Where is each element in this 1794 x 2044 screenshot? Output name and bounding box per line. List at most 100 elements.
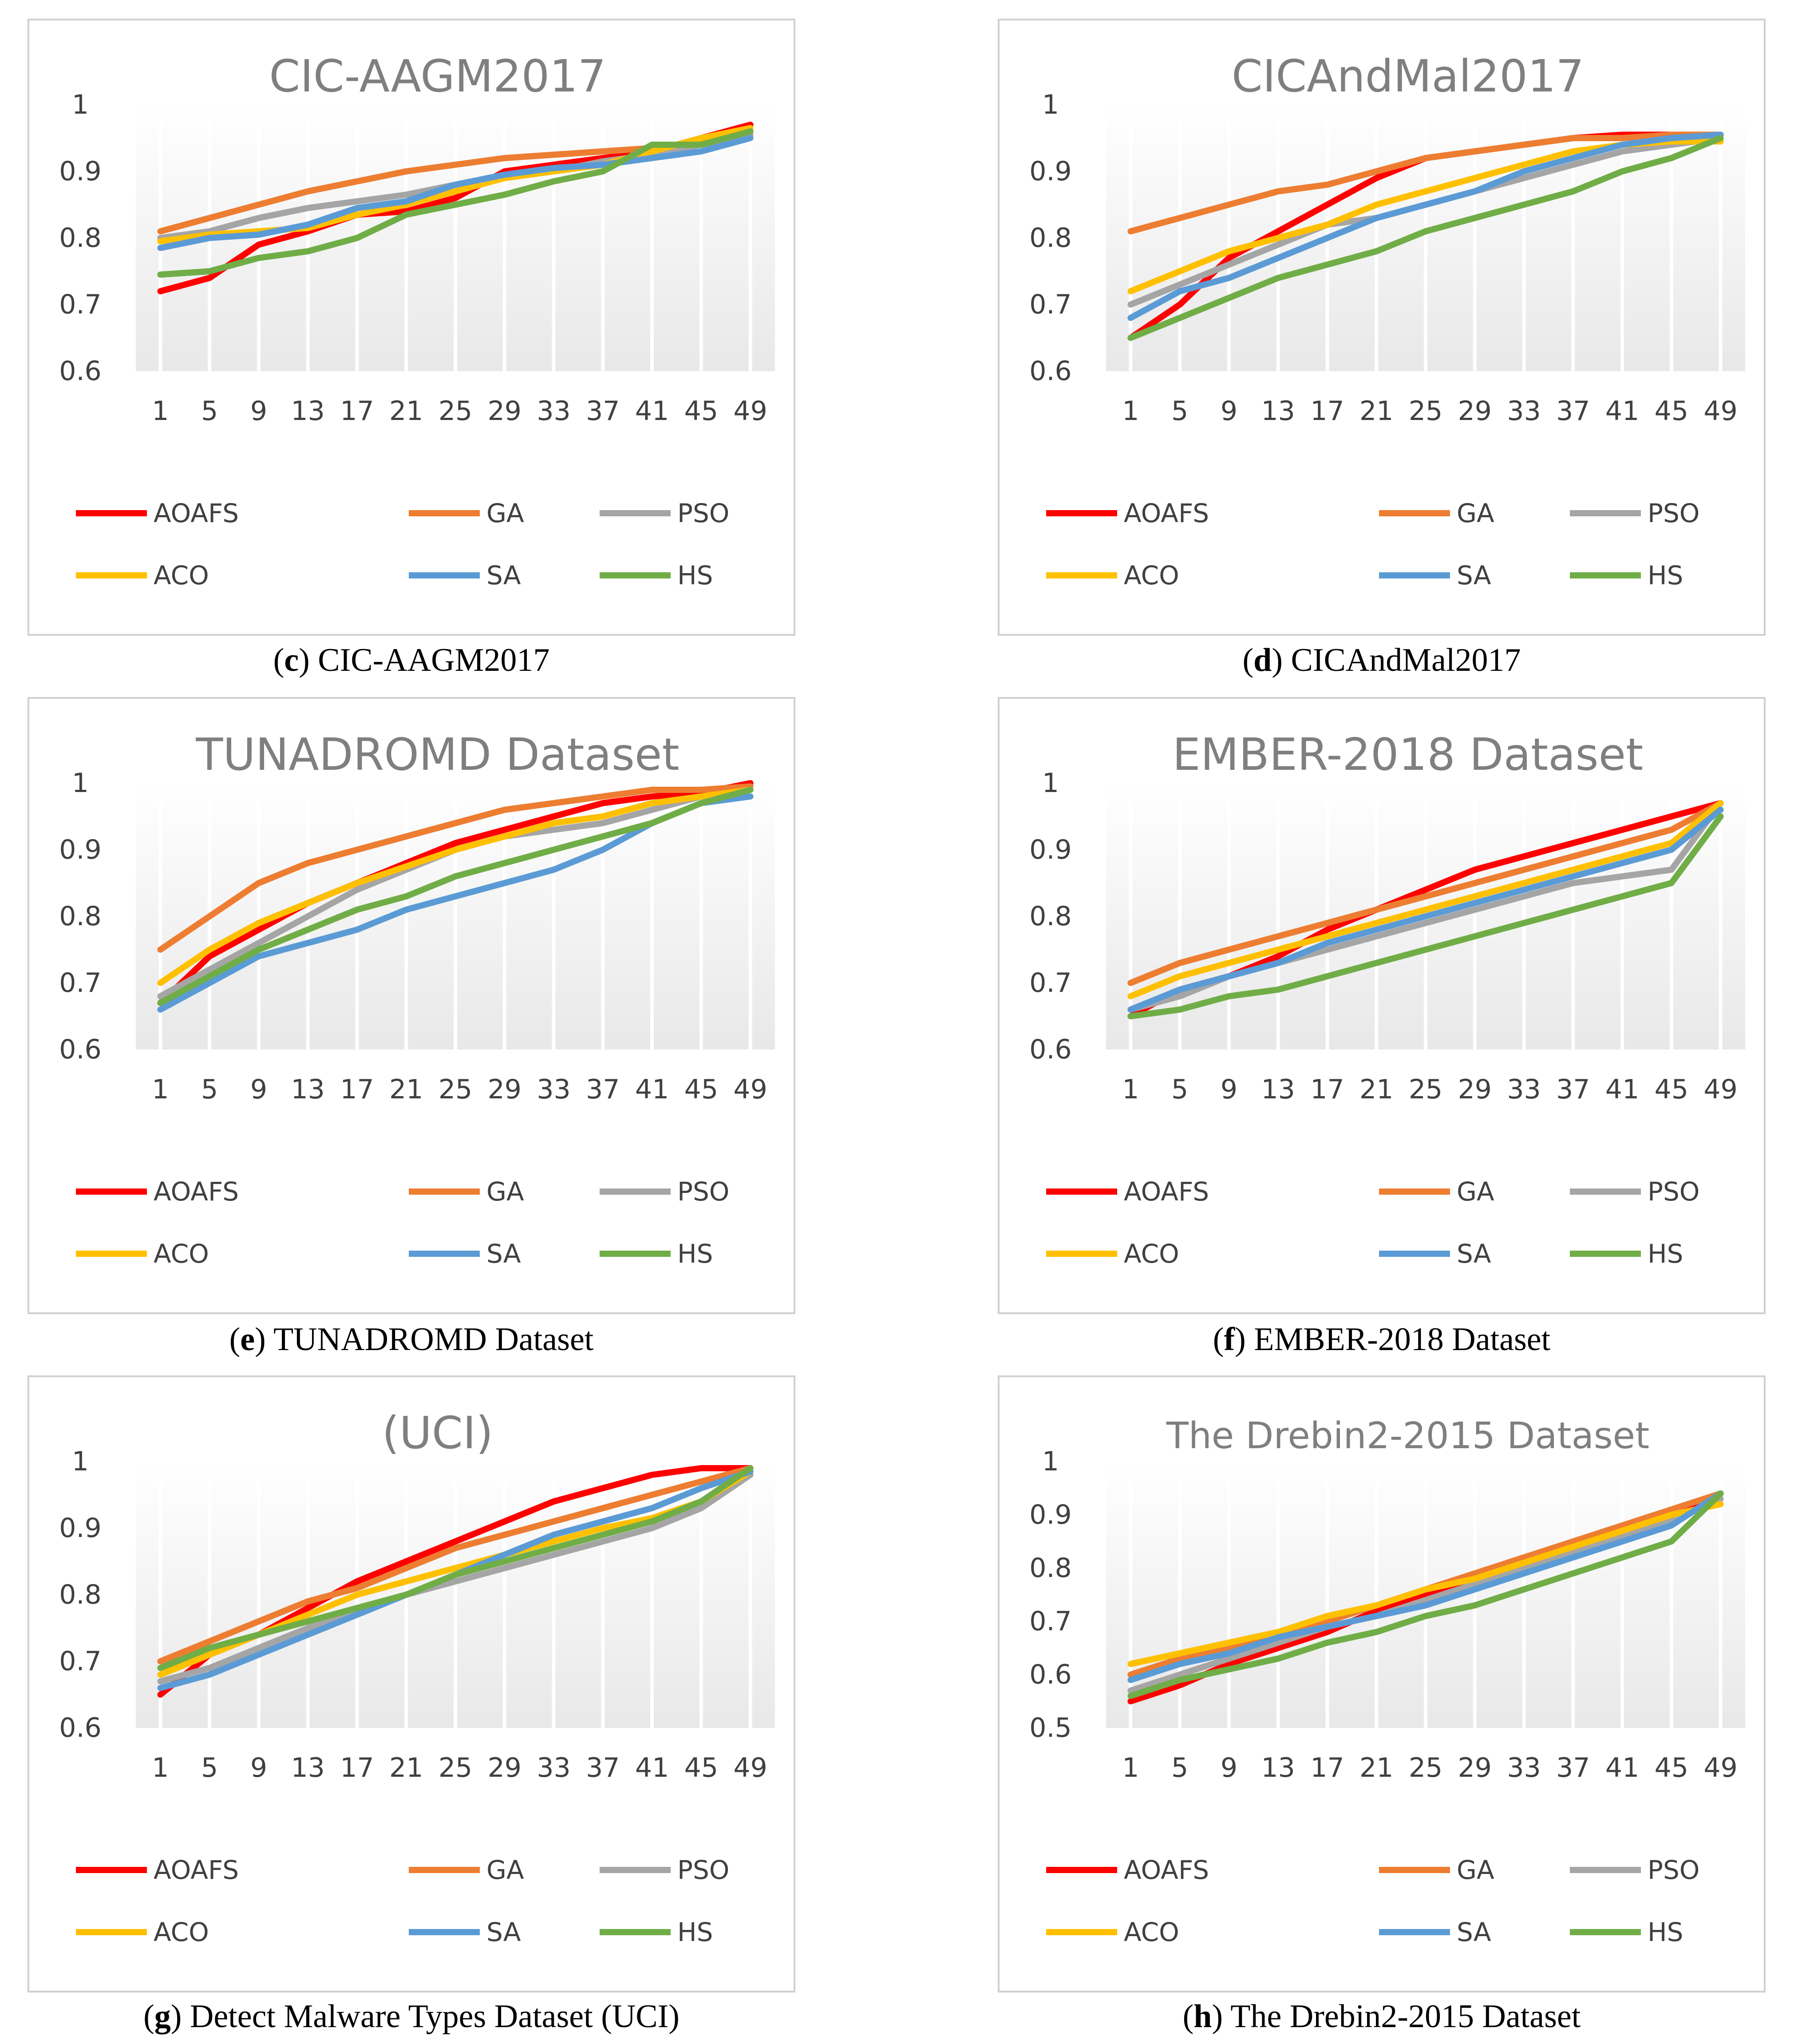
legend-label: PSO bbox=[677, 498, 729, 528]
legend-item-aoafs: AOAFS bbox=[76, 1855, 239, 1885]
x-tick-label: 41 bbox=[635, 1074, 669, 1105]
x-tick-label: 1 bbox=[152, 396, 169, 427]
legend-item-aoafs: AOAFS bbox=[1046, 498, 1209, 528]
y-tick-label: 1 bbox=[72, 89, 89, 120]
y-tick-label: 1 bbox=[1042, 1446, 1059, 1477]
chart-svg: CIC-AAGM2017 0.6 0.7 0.8 0.9 1 1 5 9 13 17 21 25 29 33… bbox=[59, 50, 775, 590]
legend-label: AOAFS bbox=[154, 1855, 239, 1885]
y-tick-label: 0.9 bbox=[59, 1513, 101, 1544]
x-tick-label: 25 bbox=[439, 1752, 472, 1783]
y-tick-label: 1 bbox=[1042, 768, 1059, 799]
series-line-hs bbox=[157, 128, 754, 278]
chart-svg: The Drebin2-2015 Dataset 0.5 0.6 0.7 0.8 0.9 1… bbox=[1029, 1415, 1745, 1947]
legend-item-aco: ACO bbox=[76, 560, 209, 590]
x-tick-label: 17 bbox=[1310, 396, 1344, 427]
chart-title: EMBER-2018 Dataset bbox=[1173, 729, 1644, 780]
y-tick-label: 0.9 bbox=[1029, 156, 1071, 187]
legend-label: HS bbox=[677, 1917, 713, 1947]
legend-item-pso: PSO bbox=[600, 498, 729, 528]
x-tick-label: 41 bbox=[1605, 1074, 1639, 1105]
x-tick-label: 13 bbox=[291, 1074, 325, 1105]
legend-label: HS bbox=[1648, 1917, 1683, 1947]
legend-item-aco: ACO bbox=[76, 1917, 209, 1947]
series-line-ga bbox=[157, 783, 754, 953]
chart-title: TUNADROMD Dataset bbox=[195, 729, 679, 780]
chart-title: CIC-AAGM2017 bbox=[269, 50, 606, 102]
x-tick-label: 29 bbox=[488, 1074, 522, 1105]
caption-text: The Drebin2-2015 Dataset bbox=[1223, 1998, 1581, 2035]
x-tick-label: 33 bbox=[537, 1752, 570, 1783]
x-tick-label: 41 bbox=[1605, 396, 1639, 427]
y-tick-label: 0.7 bbox=[59, 289, 101, 320]
legend-item-sa: SA bbox=[1379, 560, 1491, 590]
x-tick-label: 29 bbox=[1458, 1752, 1492, 1783]
legend-label: AOAFS bbox=[1124, 498, 1209, 528]
x-tick-label: 49 bbox=[1703, 1752, 1737, 1783]
legend-label: AOAFS bbox=[1124, 1176, 1209, 1207]
x-tick-label: 17 bbox=[1310, 1074, 1344, 1105]
series-line-sa bbox=[157, 135, 754, 251]
x-tick-label: 5 bbox=[201, 1074, 218, 1105]
legend-item-ga: GA bbox=[1379, 1176, 1494, 1207]
caption-letter: e bbox=[240, 1321, 255, 1358]
x-tick-label: 9 bbox=[1221, 1752, 1237, 1783]
series-line-hs bbox=[1127, 1490, 1724, 1699]
x-tick-label: 37 bbox=[1556, 1752, 1590, 1783]
series-line-aoafs bbox=[157, 780, 754, 1006]
x-tick-label: 17 bbox=[340, 1074, 374, 1105]
x-tick-label: 9 bbox=[250, 396, 267, 427]
caption-letter: f bbox=[1224, 1321, 1235, 1358]
legend-label: GA bbox=[486, 1176, 524, 1207]
x-tick-label: 37 bbox=[586, 396, 620, 427]
y-tick-label: 0.6 bbox=[59, 1034, 101, 1065]
x-tick-label: 25 bbox=[1409, 1074, 1442, 1105]
series-line-hs bbox=[157, 787, 754, 1006]
legend-item-ga: GA bbox=[409, 498, 524, 528]
y-tick-label: 0.6 bbox=[1029, 1659, 1071, 1690]
series-line-aco bbox=[1127, 800, 1724, 999]
x-tick-label: 33 bbox=[537, 396, 570, 427]
legend-item-pso: PSO bbox=[600, 1176, 729, 1207]
x-tick-label: 9 bbox=[1221, 396, 1237, 427]
y-tick-label: 1 bbox=[1042, 89, 1059, 120]
legend-label: PSO bbox=[1648, 498, 1699, 528]
legend-item-aco: ACO bbox=[1046, 1917, 1179, 1947]
series-line-ga bbox=[157, 1465, 754, 1664]
legend-label: HS bbox=[1648, 560, 1683, 590]
legend-item-aoafs: AOAFS bbox=[1046, 1855, 1209, 1885]
x-tick-label: 37 bbox=[1556, 396, 1590, 427]
x-tick-label: 37 bbox=[586, 1752, 620, 1783]
x-tick-label: 25 bbox=[1409, 396, 1442, 427]
legend-label: PSO bbox=[1648, 1176, 1699, 1207]
legend-item-aco: ACO bbox=[1046, 1239, 1179, 1269]
caption-letter: g bbox=[154, 1998, 171, 2035]
y-tick-label: 0.8 bbox=[59, 1579, 101, 1610]
x-tick-label: 13 bbox=[291, 1752, 325, 1783]
legend-item-ga: GA bbox=[409, 1176, 524, 1207]
series-line-ga bbox=[1127, 800, 1724, 986]
legend-label: ACO bbox=[154, 1239, 209, 1269]
x-tick-label: 25 bbox=[439, 1074, 472, 1105]
legend-label: ACO bbox=[154, 560, 209, 590]
x-tick-label: 25 bbox=[1409, 1752, 1442, 1783]
legend-label: GA bbox=[1457, 1855, 1494, 1885]
caption-text: EMBER-2018 Dataset bbox=[1245, 1321, 1551, 1358]
caption-text: TUNADROMD Dataset bbox=[265, 1321, 594, 1358]
legend-label: GA bbox=[486, 498, 524, 528]
legend-label: GA bbox=[486, 1855, 524, 1885]
y-tick-label: 0.7 bbox=[59, 967, 101, 998]
legend-label: SA bbox=[486, 1917, 521, 1947]
legend-label: HS bbox=[677, 1239, 713, 1269]
legend-item-sa: SA bbox=[1379, 1239, 1491, 1269]
y-tick-label: 1 bbox=[72, 1446, 89, 1477]
legend-label: HS bbox=[1648, 1239, 1683, 1269]
series-line-hs bbox=[157, 1465, 754, 1671]
y-tick-label: 0.7 bbox=[1029, 289, 1071, 320]
chart-panel-ember-2018: EMBER-2018 Dataset 0.6 0.7 0.8 0.9 1 1 5 9 13 17 21… bbox=[998, 697, 1766, 1314]
legend-label: PSO bbox=[677, 1855, 729, 1885]
legend-label: SA bbox=[1457, 560, 1491, 590]
y-tick-label: 0.8 bbox=[1029, 1553, 1071, 1584]
chart-panel-cicandmal2017: CICAndMal2017 0.6 0.7 0.8 0.9 1 1 5 9 13 17 21 25 29 3… bbox=[998, 19, 1766, 636]
legend-label: GA bbox=[1457, 498, 1494, 528]
legend-item-ga: GA bbox=[1379, 498, 1494, 528]
